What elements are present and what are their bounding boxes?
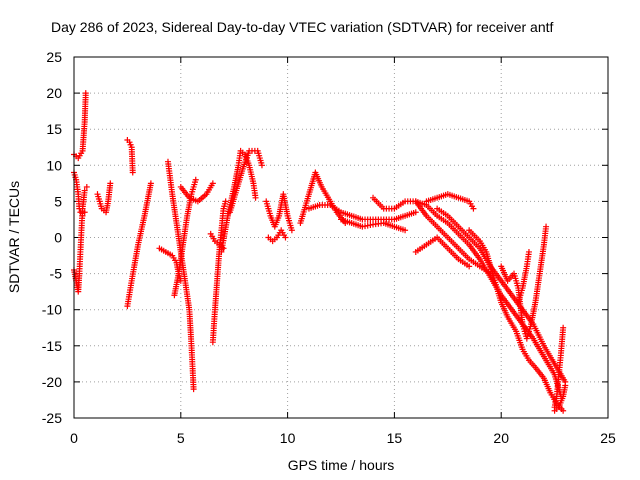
grid-lines [74,57,608,418]
data-point [562,382,569,389]
x-tick-label: 20 [493,430,509,446]
y-tick-label: 5 [54,193,62,209]
data-point [222,198,229,205]
data-point [543,223,550,230]
series-s14 [226,147,265,216]
y-tick-label: -5 [50,266,63,282]
x-tick-label: 5 [177,430,185,446]
series-s16 [265,227,289,245]
data-point [81,187,88,194]
series-s10 [177,180,216,205]
x-tick-label: 15 [387,430,403,446]
data-point [560,407,567,414]
series-s29 [551,382,569,414]
y-tick-label: 10 [46,157,62,173]
series-s23 [412,198,565,400]
x-axis-label: GPS time / hours [288,457,395,473]
y-tick-label: 20 [46,85,62,101]
y-tick-label: -25 [42,410,62,426]
series-s12 [207,230,227,252]
y-axis-label: SDTVAR / TECUs [6,181,22,293]
data-point [560,324,567,331]
series-s28 [551,324,567,411]
data-point [192,176,199,183]
data-points [71,90,569,414]
plot-frame [73,56,609,419]
data-point [525,248,532,255]
series-s21 [412,234,473,270]
data-point [402,227,409,234]
data-point [129,169,136,176]
data-point [147,180,154,187]
y-tick-label: 0 [54,230,62,246]
y-tick-label: -20 [42,374,62,390]
x-tick-label: 25 [600,430,616,446]
data-point [83,183,90,190]
data-point [209,180,216,187]
series-s4 [94,180,114,216]
y-tick-label: 15 [46,121,62,137]
series-s19 [338,216,409,234]
x-tick-label: 10 [280,430,296,446]
data-point [470,205,477,212]
data-point [282,234,289,241]
series-s26 [498,223,550,342]
data-point [252,194,259,201]
series-s22 [423,191,477,212]
series-s24 [434,205,569,385]
data-point [258,162,265,169]
series-s8 [164,158,197,393]
y-tick-label: -15 [42,338,62,354]
y-tick-labels: -25 -20 -15 -10 -5 0 5 10 15 20 25 [42,49,62,426]
x-tick-label: 0 [70,430,78,446]
series-s27 [515,248,532,306]
series-s25 [466,227,567,414]
series-s6 [124,180,154,310]
series-s9 [171,176,199,299]
data-point [107,180,114,187]
chart-title: Day 286 of 2023, Sidereal Day-to-day VTE… [51,19,554,35]
series-s5 [124,137,136,176]
x-tick-labels: 0 5 10 15 20 25 [70,430,616,446]
series-s18 [305,202,419,223]
y-tick-label: -10 [42,302,62,318]
data-point [190,386,197,393]
series-s13 [218,147,259,255]
data-point [288,227,295,234]
data-point [412,209,419,216]
data-point [466,263,473,270]
series-s15 [263,191,295,234]
data-point [82,90,89,97]
y-tick-label: 25 [46,49,62,65]
